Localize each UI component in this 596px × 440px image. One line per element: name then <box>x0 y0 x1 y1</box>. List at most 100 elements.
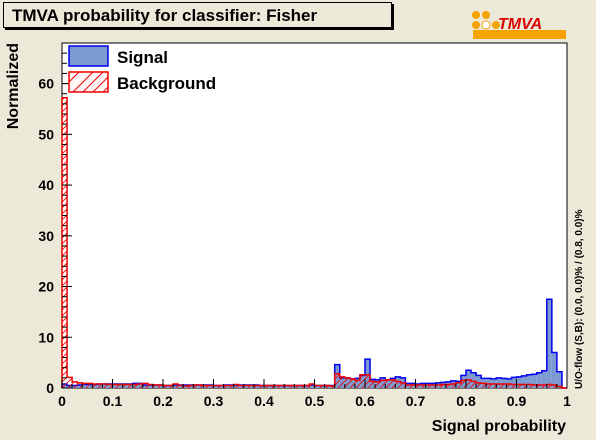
background-bar <box>157 384 163 388</box>
background-bar <box>137 383 143 388</box>
y-tick-label: 50 <box>38 126 54 142</box>
background-bar <box>253 385 259 388</box>
signal-bar <box>466 370 472 388</box>
background-bar <box>168 385 174 388</box>
background-bar <box>445 384 451 388</box>
background-bar <box>203 385 209 388</box>
background-bar <box>536 384 542 388</box>
background-bar <box>556 386 562 388</box>
background-bar <box>344 377 350 388</box>
background-bar <box>551 384 557 388</box>
signal-bar <box>516 376 522 388</box>
overflow-label: U/O-flow (S,B): (0.0, 0.0)% / (0.8, 0.0)… <box>574 209 585 389</box>
background-bar <box>304 385 310 388</box>
y-tick-label: 10 <box>38 329 54 345</box>
background-bar <box>354 380 360 388</box>
background-bar <box>420 384 426 388</box>
background-bar <box>309 383 315 388</box>
background-bar <box>248 385 254 388</box>
y-tick-label: 30 <box>38 228 54 244</box>
background-bar <box>294 385 300 388</box>
background-histogram <box>61 97 567 389</box>
tmva-logo: TMVA <box>472 11 566 39</box>
y-tick-label: 60 <box>38 76 54 92</box>
background-bar <box>213 385 219 388</box>
background-bar <box>385 379 391 388</box>
x-tick-label: 0 <box>58 393 66 409</box>
background-bar <box>238 385 244 388</box>
x-tick-label: 0.5 <box>305 393 325 409</box>
signal-bar <box>486 378 492 388</box>
legend-background-label: Background <box>117 74 216 93</box>
background-bar <box>435 384 441 388</box>
background-bar <box>198 384 204 388</box>
background-bar <box>264 385 270 388</box>
background-bar <box>152 384 158 388</box>
background-bar <box>87 383 93 388</box>
x-tick-label: 0.9 <box>507 393 527 409</box>
background-bar <box>289 385 295 388</box>
background-bar <box>425 384 431 388</box>
background-bar <box>460 380 466 388</box>
background-bar <box>349 378 355 388</box>
signal-bar <box>536 372 542 388</box>
signal-bar <box>546 299 552 388</box>
x-axis-label: Signal probability <box>432 418 566 435</box>
signal-bar <box>541 370 547 388</box>
background-bar <box>450 383 456 388</box>
signal-bar <box>531 374 537 388</box>
background-bar <box>370 381 376 388</box>
legend-signal-swatch <box>68 45 109 67</box>
background-bar <box>521 384 527 388</box>
background-bar <box>400 382 406 388</box>
x-tick-label: 0.6 <box>355 393 375 409</box>
background-bar <box>279 385 285 388</box>
background-bar <box>228 385 234 388</box>
x-tick-label: 0.4 <box>254 393 274 409</box>
background-bar <box>415 384 421 388</box>
background-bar <box>324 385 330 388</box>
background-outline <box>61 97 567 389</box>
background-bar <box>107 384 113 388</box>
background-bar <box>359 374 365 388</box>
signal-bar <box>496 377 502 388</box>
background-bar <box>132 384 138 388</box>
background-bar <box>193 384 199 388</box>
axes: 0 0.1 0.2 0.3 0.4 0.5 0.6 0.7 0.8 0.9 101020304050… <box>38 42 571 409</box>
background-bar <box>491 383 497 388</box>
background-bar <box>319 385 325 388</box>
background-bar <box>365 374 371 388</box>
background-bar <box>380 380 386 388</box>
signal-bar <box>365 359 371 388</box>
background-bar <box>117 384 123 388</box>
signal-bar <box>471 372 477 388</box>
x-tick-label: 0.2 <box>153 393 173 409</box>
background-bar <box>375 381 381 388</box>
background-bar <box>511 384 517 388</box>
background-bar <box>466 379 472 388</box>
background-bar <box>142 383 148 388</box>
signal-bar <box>526 374 532 388</box>
y-tick-label: 40 <box>38 177 54 193</box>
background-bar <box>243 385 249 388</box>
background-bar <box>410 384 416 388</box>
background-bar <box>183 385 189 388</box>
background-bar <box>471 381 477 388</box>
signal-bar <box>556 371 562 388</box>
plot-frame <box>61 42 568 389</box>
background-bar <box>496 383 502 388</box>
background-bar <box>163 385 169 388</box>
legend: Signal Background <box>68 45 216 93</box>
background-bar <box>284 385 290 388</box>
background-bar <box>274 385 280 388</box>
background-bar <box>218 385 224 388</box>
chart-title: TMVA probability for classifier: Fisher <box>12 6 318 25</box>
background-bar <box>147 384 153 388</box>
background-bar <box>72 381 78 388</box>
background-bar <box>506 383 512 388</box>
background-bar <box>329 385 335 388</box>
background-bar <box>67 377 73 388</box>
background-bar <box>541 384 547 388</box>
y-axis-label: Normalized <box>5 43 22 129</box>
